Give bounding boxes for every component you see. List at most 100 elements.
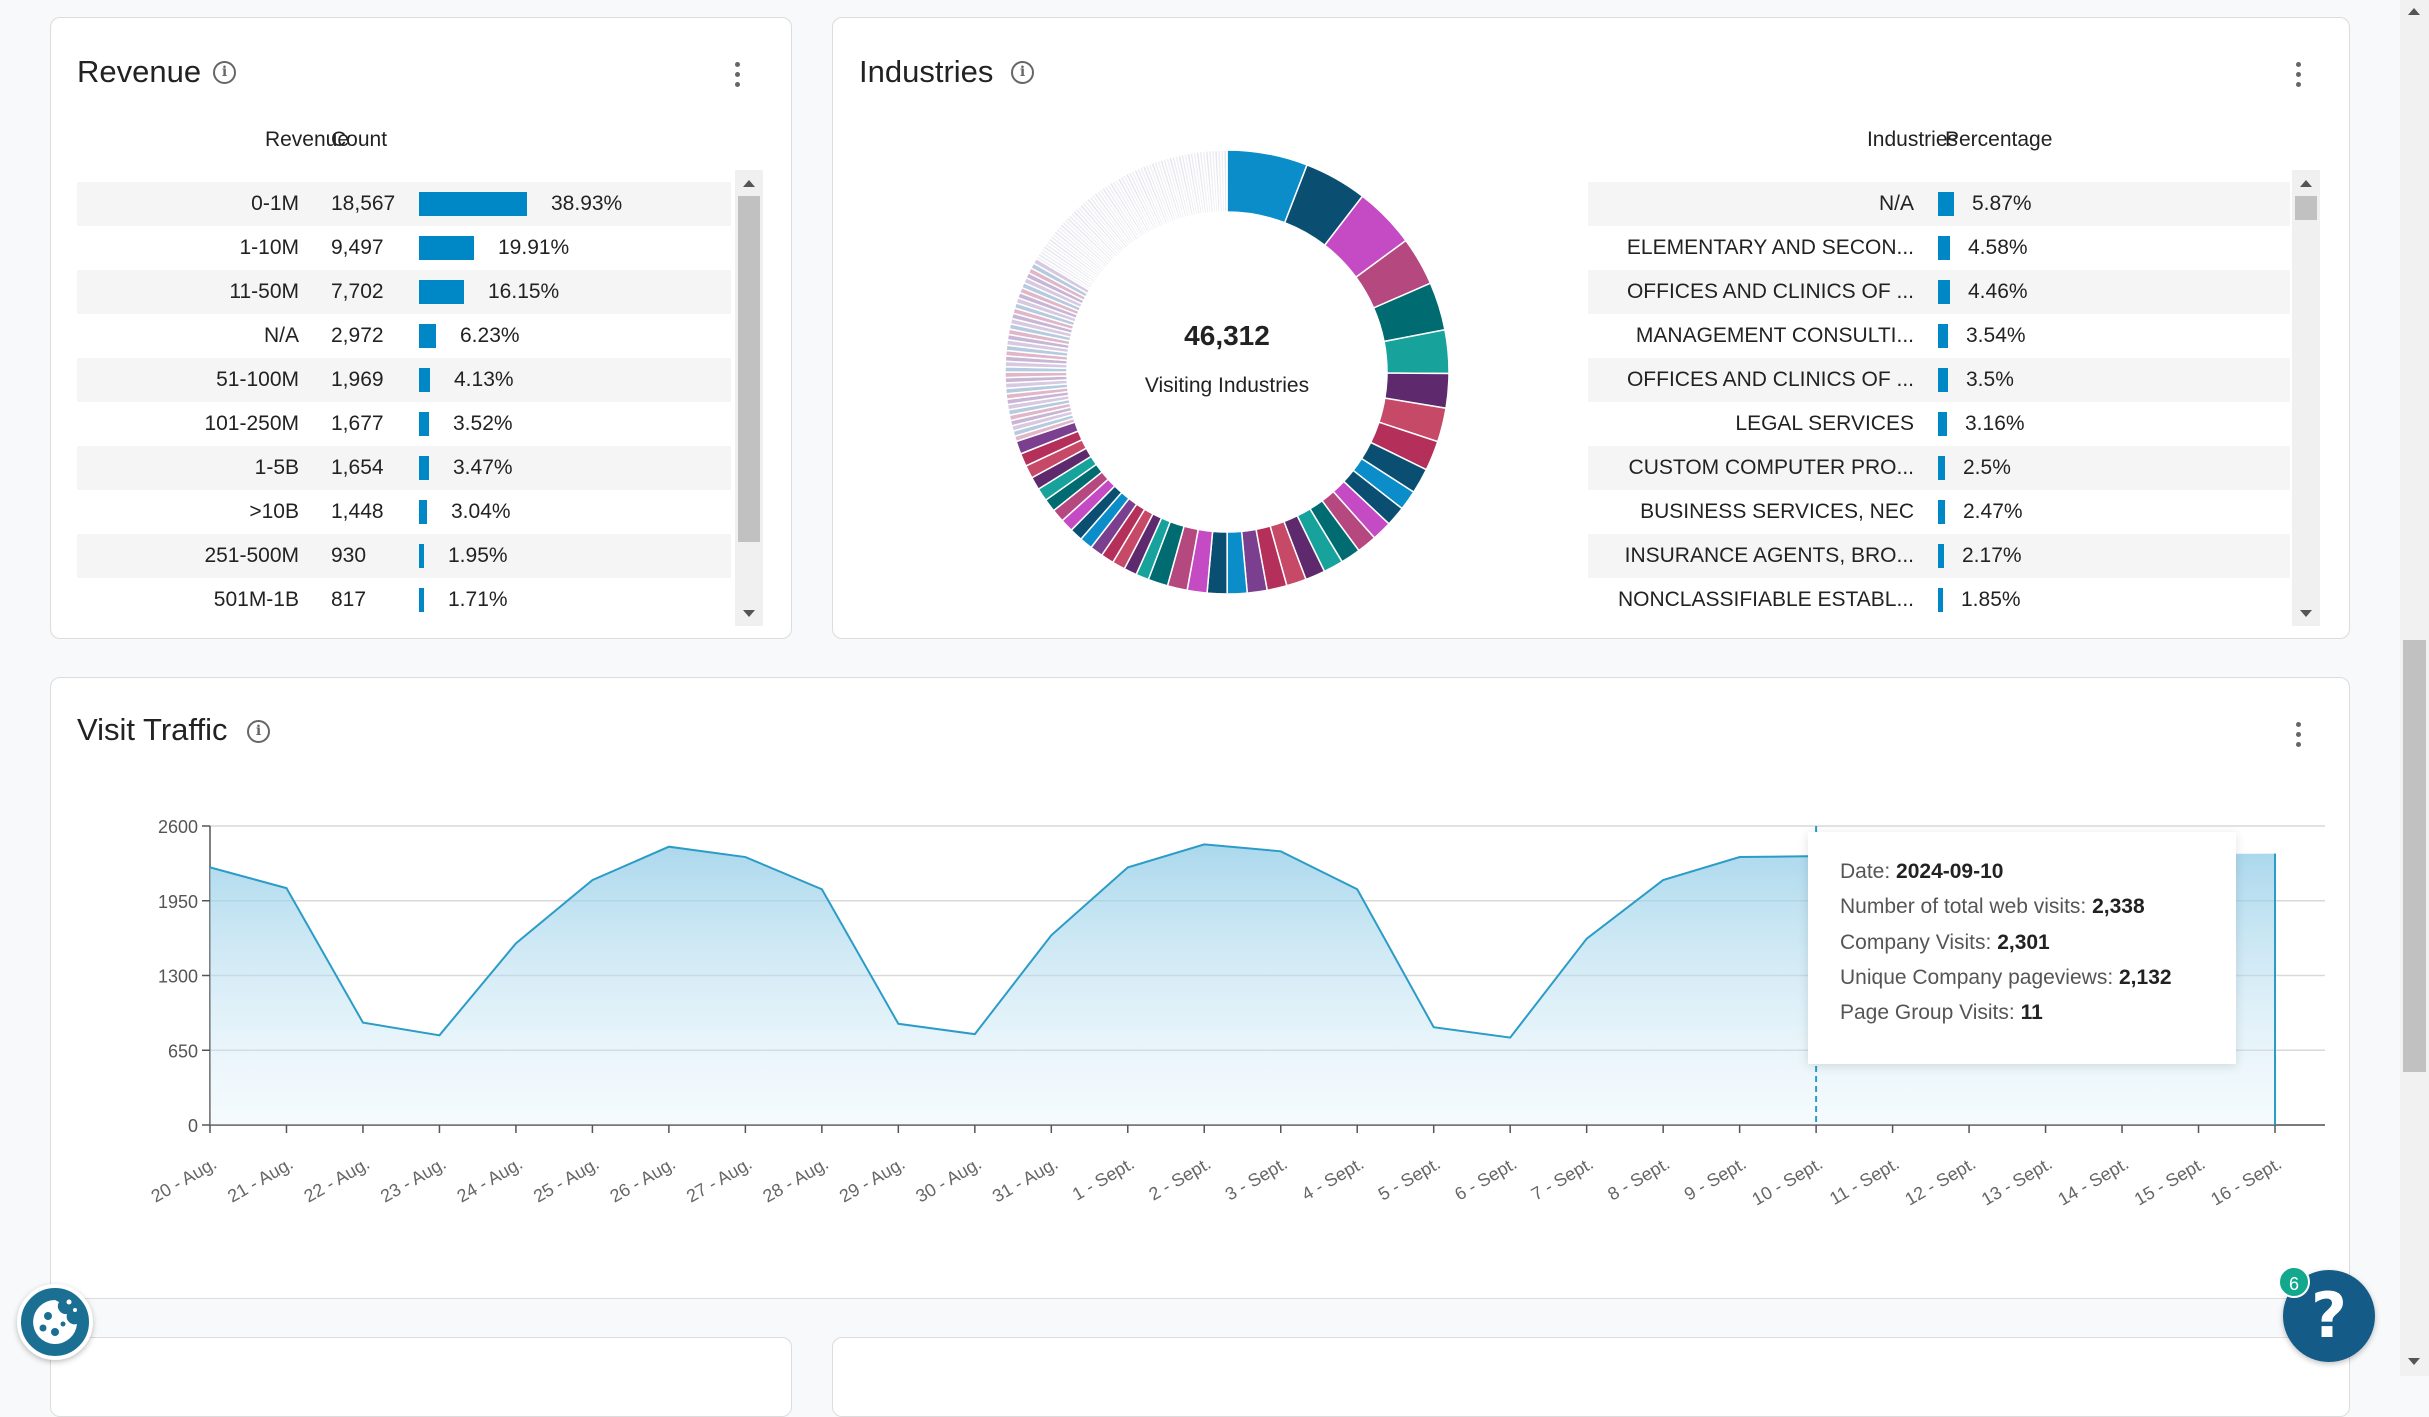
traffic-menu-icon[interactable] xyxy=(2293,722,2303,747)
chart-tooltip: Date: 2024-09-10 Number of total web vis… xyxy=(1808,832,2236,1064)
revenue-menu-icon[interactable] xyxy=(732,62,742,87)
x-tick-label: 5 - Sept. xyxy=(1375,1153,1444,1204)
industry-bar xyxy=(1938,456,1945,480)
industry-percentage: 2.17% xyxy=(1962,534,2022,578)
y-tick-label: 650 xyxy=(168,1041,198,1061)
industry-row[interactable]: LEGAL SERVICES 3.16% xyxy=(1588,402,2290,446)
info-icon[interactable]: i xyxy=(247,720,270,743)
industries-menu-icon[interactable] xyxy=(2293,62,2303,87)
donut-slice[interactable] xyxy=(1005,372,1067,377)
revenue-percentage: 38.93% xyxy=(551,182,622,226)
industries-title: Industries xyxy=(859,54,993,90)
x-tick-label: 20 - Aug. xyxy=(148,1153,220,1206)
revenue-range: 251-500M xyxy=(77,534,299,578)
industry-row[interactable]: MANAGEMENT CONSULTI...3.54% xyxy=(1588,314,2290,358)
scroll-up-icon[interactable] xyxy=(2300,180,2312,187)
industry-bar xyxy=(1938,412,1947,436)
page-scroll-thumb[interactable] xyxy=(2403,640,2426,1072)
bottom-right-card xyxy=(832,1337,2350,1417)
tooltip-company-visits: Company Visits: 2,301 xyxy=(1840,931,2050,955)
industry-bar xyxy=(1938,236,1950,260)
revenue-count: 2,972 xyxy=(331,314,384,358)
scroll-down-icon[interactable] xyxy=(2300,610,2312,617)
scroll-thumb[interactable] xyxy=(738,196,760,542)
revenue-count: 9,497 xyxy=(331,226,384,270)
industry-bar xyxy=(1938,544,1944,568)
x-tick-label: 24 - Aug. xyxy=(454,1153,526,1206)
info-icon[interactable]: i xyxy=(213,61,236,84)
industry-name: LEGAL SERVICES xyxy=(1588,402,1914,446)
revenue-range: 11-50M xyxy=(77,270,299,314)
y-tick-label: 0 xyxy=(188,1116,198,1136)
industry-name: BUSINESS SERVICES, NEC xyxy=(1588,490,1914,534)
count-col-header: Count xyxy=(331,128,387,152)
industry-name: OFFICES AND CLINICS OF ... xyxy=(1588,270,1914,314)
industry-row[interactable]: NONCLASSIFIABLE ESTABL...1.85% xyxy=(1588,578,2290,622)
revenue-bar xyxy=(419,500,427,524)
scroll-down-icon[interactable] xyxy=(2408,1358,2420,1365)
donut-total: 46,312 xyxy=(1097,320,1357,352)
industry-percentage: 4.46% xyxy=(1968,270,2028,314)
industry-percentage: 4.58% xyxy=(1968,226,2028,270)
industry-bar xyxy=(1938,324,1948,348)
info-icon[interactable]: i xyxy=(1011,61,1034,84)
revenue-bar xyxy=(419,412,429,436)
industry-percentage: 2.5% xyxy=(1963,446,2011,490)
industry-name: N/A xyxy=(1588,182,1914,226)
x-tick-label: 13 - Sept. xyxy=(1978,1153,2056,1209)
revenue-range: 1-5B xyxy=(77,446,299,490)
industry-row[interactable]: ELEMENTARY AND SECON...4.58% xyxy=(1588,226,2290,270)
revenue-range: 0-1M xyxy=(77,182,299,226)
industries-donut-chart[interactable] xyxy=(997,142,1457,602)
x-tick-label: 23 - Aug. xyxy=(377,1153,449,1206)
revenue-percentage: 16.15% xyxy=(488,270,559,314)
revenue-range: 1-10M xyxy=(77,226,299,270)
x-tick-label: 4 - Sept. xyxy=(1298,1153,1367,1204)
industry-bar xyxy=(1938,588,1943,612)
industry-row[interactable]: INSURANCE AGENTS, BRO... 2.17% xyxy=(1588,534,2290,578)
industries-scrollbar[interactable] xyxy=(2292,170,2320,626)
x-tick-label: 7 - Sept. xyxy=(1528,1153,1597,1204)
industry-name: NONCLASSIFIABLE ESTABL... xyxy=(1588,578,1914,622)
x-tick-label: 10 - Sept. xyxy=(1749,1153,1827,1209)
industry-name: CUSTOM COMPUTER PRO... xyxy=(1588,446,1914,490)
scroll-thumb[interactable] xyxy=(2295,196,2317,220)
industry-row[interactable]: OFFICES AND CLINICS OF ...3.5% xyxy=(1588,358,2290,402)
help-notification-badge: 6 xyxy=(2278,1266,2310,1298)
industry-row[interactable]: OFFICES AND CLINICS OF ... 4.46% xyxy=(1588,270,2290,314)
revenue-bar xyxy=(419,456,429,480)
x-tick-label: 31 - Aug. xyxy=(989,1153,1061,1206)
industry-bar xyxy=(1938,368,1948,392)
y-tick-label: 1950 xyxy=(158,892,198,912)
tooltip-page-group-visits: Page Group Visits: 11 xyxy=(1840,1001,2043,1025)
industries-col-header: Industries xyxy=(1713,128,1958,152)
x-tick-label: 26 - Aug. xyxy=(606,1153,678,1206)
industry-percentage: 3.16% xyxy=(1965,402,2025,446)
revenue-percentage: 3.47% xyxy=(453,446,513,490)
page-scrollbar[interactable] xyxy=(2400,0,2429,1376)
industry-percentage: 3.54% xyxy=(1966,314,2026,358)
revenue-bar xyxy=(419,368,430,392)
cookie-settings-button[interactable] xyxy=(17,1284,93,1360)
scroll-down-icon[interactable] xyxy=(743,610,755,617)
industry-bar xyxy=(1938,500,1945,524)
revenue-percentage: 4.13% xyxy=(454,358,514,402)
scroll-up-icon[interactable] xyxy=(743,180,755,187)
scroll-up-icon[interactable] xyxy=(2408,8,2420,15)
industry-row[interactable]: CUSTOM COMPUTER PRO... 2.5% xyxy=(1588,446,2290,490)
revenue-scrollbar[interactable] xyxy=(735,170,763,626)
industry-name: INSURANCE AGENTS, BRO... xyxy=(1588,534,1914,578)
tooltip-total-visits: Number of total web visits: 2,338 xyxy=(1840,895,2145,919)
